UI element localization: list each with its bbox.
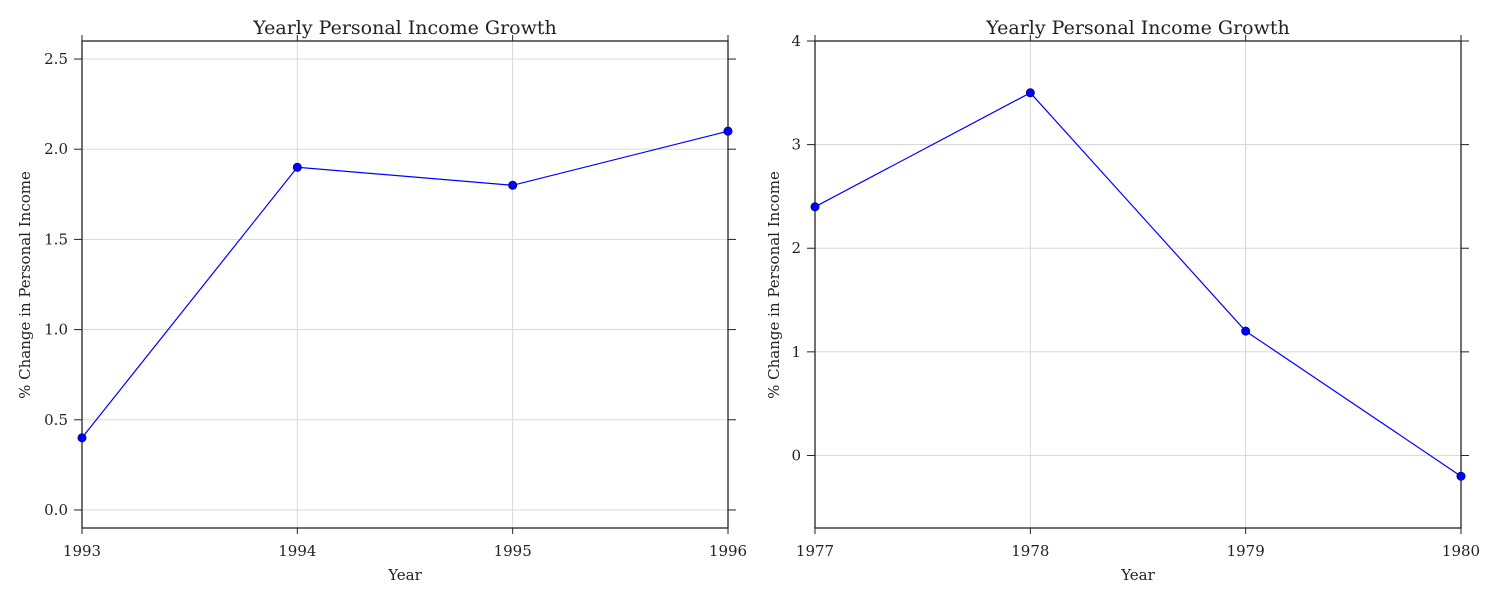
y-tick-label: 2.5 bbox=[44, 50, 68, 68]
chart-title: Yearly Personal Income Growth bbox=[252, 17, 556, 39]
y-axis-label: % Change in Personal Income bbox=[16, 171, 34, 399]
y-tick-label: 0.5 bbox=[44, 411, 68, 429]
chart-panel-right: Yearly Personal Income Growth Year % Cha… bbox=[765, 17, 1480, 584]
data-point bbox=[1025, 88, 1035, 98]
data-series bbox=[810, 88, 1466, 481]
x-tick-label: 1978 bbox=[1011, 542, 1049, 560]
data-point bbox=[1456, 471, 1466, 481]
plot-frame bbox=[814, 40, 1462, 529]
x-tick-label: 1994 bbox=[278, 542, 316, 560]
x-tick-label: 1996 bbox=[709, 542, 747, 560]
x-tick-label: 1995 bbox=[494, 542, 532, 560]
data-point bbox=[77, 433, 87, 443]
gridlines bbox=[81, 41, 729, 528]
data-point bbox=[1241, 326, 1251, 336]
y-tick-label: 3 bbox=[791, 136, 801, 154]
y-tick-label: 0.0 bbox=[44, 501, 68, 519]
y-tick-label: 2.0 bbox=[44, 140, 68, 158]
x-axis-label: Year bbox=[387, 566, 422, 584]
x-tick-label: 1993 bbox=[63, 542, 101, 560]
axis-ticks: 1993 1994 1995 1996 0.0 0.5 1.0 1.5 2.0 2.5 bbox=[44, 35, 747, 560]
x-axis-label: Year bbox=[1120, 566, 1155, 584]
y-tick-label: 1.0 bbox=[44, 321, 68, 339]
data-series bbox=[77, 126, 733, 443]
data-point bbox=[508, 180, 518, 190]
series-line bbox=[81, 130, 729, 439]
gridlines bbox=[814, 40, 1462, 528]
x-tick-label: 1977 bbox=[796, 542, 834, 560]
y-tick-label: 0 bbox=[791, 446, 801, 464]
axis-ticks: 1977 1978 1979 1980 0 1 2 3 4 bbox=[791, 32, 1480, 560]
plot-frame bbox=[81, 40, 729, 529]
y-tick-label: 1 bbox=[791, 343, 801, 361]
data-point bbox=[810, 202, 820, 212]
data-point bbox=[723, 126, 733, 136]
chart-panel-left: Yearly Personal Income Growth Year % Cha… bbox=[16, 17, 747, 584]
series-line bbox=[814, 92, 1462, 477]
y-tick-label: 2 bbox=[791, 239, 801, 257]
x-tick-label: 1980 bbox=[1442, 542, 1480, 560]
x-tick-label: 1979 bbox=[1227, 542, 1265, 560]
y-tick-label: 4 bbox=[791, 32, 801, 50]
data-point bbox=[292, 162, 302, 172]
y-tick-label: 1.5 bbox=[44, 230, 68, 248]
y-axis-label: % Change in Personal Income bbox=[765, 171, 783, 399]
chart-title: Yearly Personal Income Growth bbox=[985, 17, 1289, 39]
